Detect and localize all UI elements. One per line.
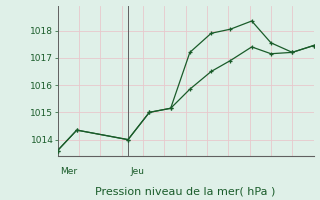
Text: Jeu: Jeu xyxy=(130,167,144,176)
Text: Pression niveau de la mer( hPa ): Pression niveau de la mer( hPa ) xyxy=(95,187,276,197)
Text: Mer: Mer xyxy=(60,167,77,176)
